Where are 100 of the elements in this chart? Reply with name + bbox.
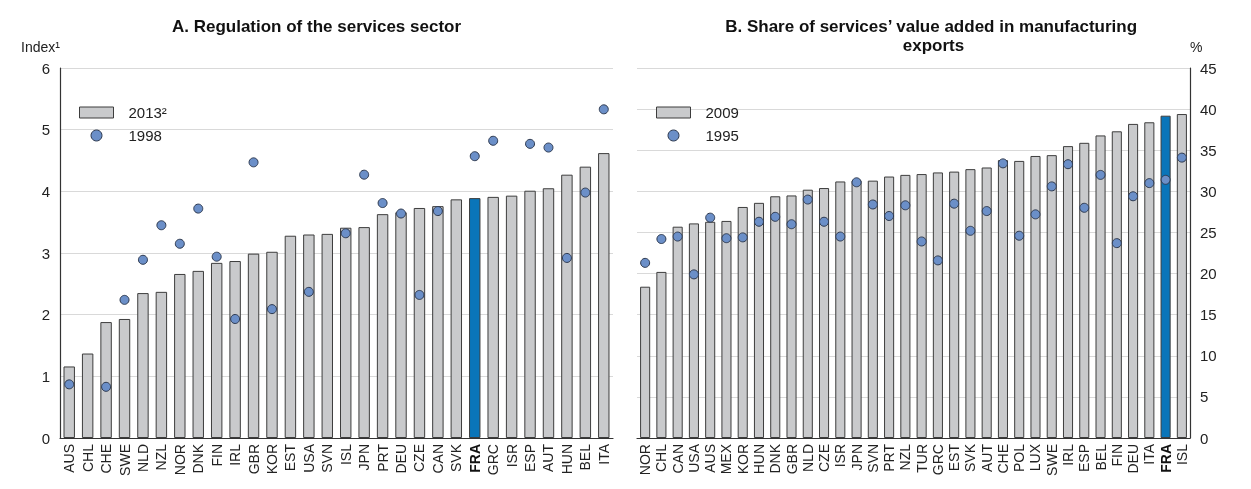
point [884, 211, 895, 221]
point [1111, 238, 1122, 249]
x-tick-label: DEU [393, 444, 410, 474]
point [1030, 209, 1041, 220]
x-tick-label: CHE [98, 444, 115, 474]
point [174, 238, 185, 249]
point [705, 212, 716, 223]
point [303, 286, 314, 297]
point [598, 104, 609, 115]
x-tick-label: AUS [61, 444, 78, 473]
x-tick-label: SVN [319, 444, 336, 473]
chart-title: B. Share of services’ value added in manufacturing exports [725, 17, 1142, 55]
point [981, 206, 992, 217]
y2-tick-label: 45 [1200, 59, 1217, 77]
point [949, 198, 960, 209]
point [1046, 181, 1057, 192]
y2-tick-label: 30 [1200, 182, 1217, 200]
y-tick-label: 5 [41, 121, 50, 139]
x-tick-label: POL [1011, 443, 1028, 473]
legend-label: 2013² [128, 104, 167, 121]
x-tick-label: USA [300, 443, 317, 473]
point [1160, 174, 1171, 185]
x-tick-label: SVK [448, 443, 465, 473]
point [1079, 202, 1090, 213]
point [1128, 191, 1139, 202]
point [1014, 230, 1025, 241]
point [770, 211, 781, 222]
point [640, 257, 651, 268]
point [543, 142, 554, 153]
x-tick-label: SWE [1043, 444, 1060, 476]
x-tick-label: ISR [832, 444, 849, 468]
x-tick-label: GRC [929, 444, 946, 476]
point [359, 169, 370, 180]
y2-tick-label: 5 [1200, 388, 1209, 406]
point [819, 216, 830, 227]
y2-axis-title: % [1190, 39, 1203, 55]
point [786, 219, 797, 230]
y-tick-label: 6 [41, 59, 50, 77]
x-tick-label: EST [946, 443, 963, 472]
y-tick-label: 1 [41, 367, 50, 385]
y2-tick-label: 40 [1200, 100, 1217, 118]
x-tick-label: CHE [994, 444, 1011, 474]
point [851, 177, 862, 188]
x-tick-label: KOR [734, 444, 751, 475]
x-tick-label: AUS [702, 444, 719, 473]
x-tick-label: NLD [799, 444, 816, 473]
point [377, 198, 388, 209]
point [916, 236, 927, 247]
x-tick-label: GBR [245, 444, 262, 475]
x-tick-label: NOR [171, 444, 188, 476]
point [1095, 169, 1106, 180]
x-tick-label: DEU [1125, 444, 1142, 474]
x-tick-label: ITA [1141, 443, 1158, 465]
x-tick-label: SWE [116, 444, 133, 476]
point [432, 206, 443, 217]
x-tick-label: ITA [595, 443, 612, 465]
x-tick-label: CHL [653, 443, 670, 473]
point [230, 313, 241, 324]
point [525, 138, 536, 149]
y2-tick-label: 15 [1200, 306, 1217, 324]
x-tick-label: FIN [208, 444, 225, 467]
point [488, 135, 499, 146]
x-tick-label: EST [282, 443, 299, 472]
x-tick-label: ESP [1076, 444, 1093, 473]
point [193, 203, 204, 214]
y-tick-label: 4 [41, 182, 50, 200]
point [753, 216, 764, 227]
legend-label: 1995 [705, 127, 739, 144]
point [672, 231, 683, 242]
y2-tick-label: 20 [1200, 265, 1217, 283]
x-tick-label: KOR [263, 444, 280, 475]
x-tick-label: CAN [669, 444, 686, 474]
point [802, 194, 813, 205]
point [101, 381, 112, 392]
point [248, 157, 259, 168]
point [688, 269, 699, 280]
x-tick-label: HUN [558, 444, 575, 475]
y-tick-label: 0 [41, 429, 50, 447]
x-tick-label: DNK [190, 443, 207, 474]
point [656, 234, 667, 245]
x-tick-label: AUT [978, 443, 995, 472]
x-tick-label: TUR [913, 444, 930, 473]
x-tick-label: NOR [637, 444, 654, 476]
x-tick-label: FRA [466, 444, 483, 473]
point [414, 289, 425, 300]
y2-tick-label: 10 [1200, 347, 1217, 365]
point [396, 208, 407, 219]
x-tick-label: FRA [1157, 444, 1174, 473]
x-tick-label: MEX [718, 443, 735, 475]
y2-tick-label: 0 [1200, 429, 1209, 447]
point [835, 231, 846, 242]
legend-label: 2009 [705, 104, 739, 121]
x-tick-label: ISL [1173, 443, 1190, 466]
point [469, 151, 480, 162]
point [1144, 178, 1155, 189]
x-tick-label: IRL [227, 443, 244, 466]
x-tick-label: HUN [750, 444, 767, 475]
x-tick-label: ISR [503, 444, 520, 468]
point [737, 232, 748, 243]
x-tick-label: BEL [577, 443, 594, 471]
